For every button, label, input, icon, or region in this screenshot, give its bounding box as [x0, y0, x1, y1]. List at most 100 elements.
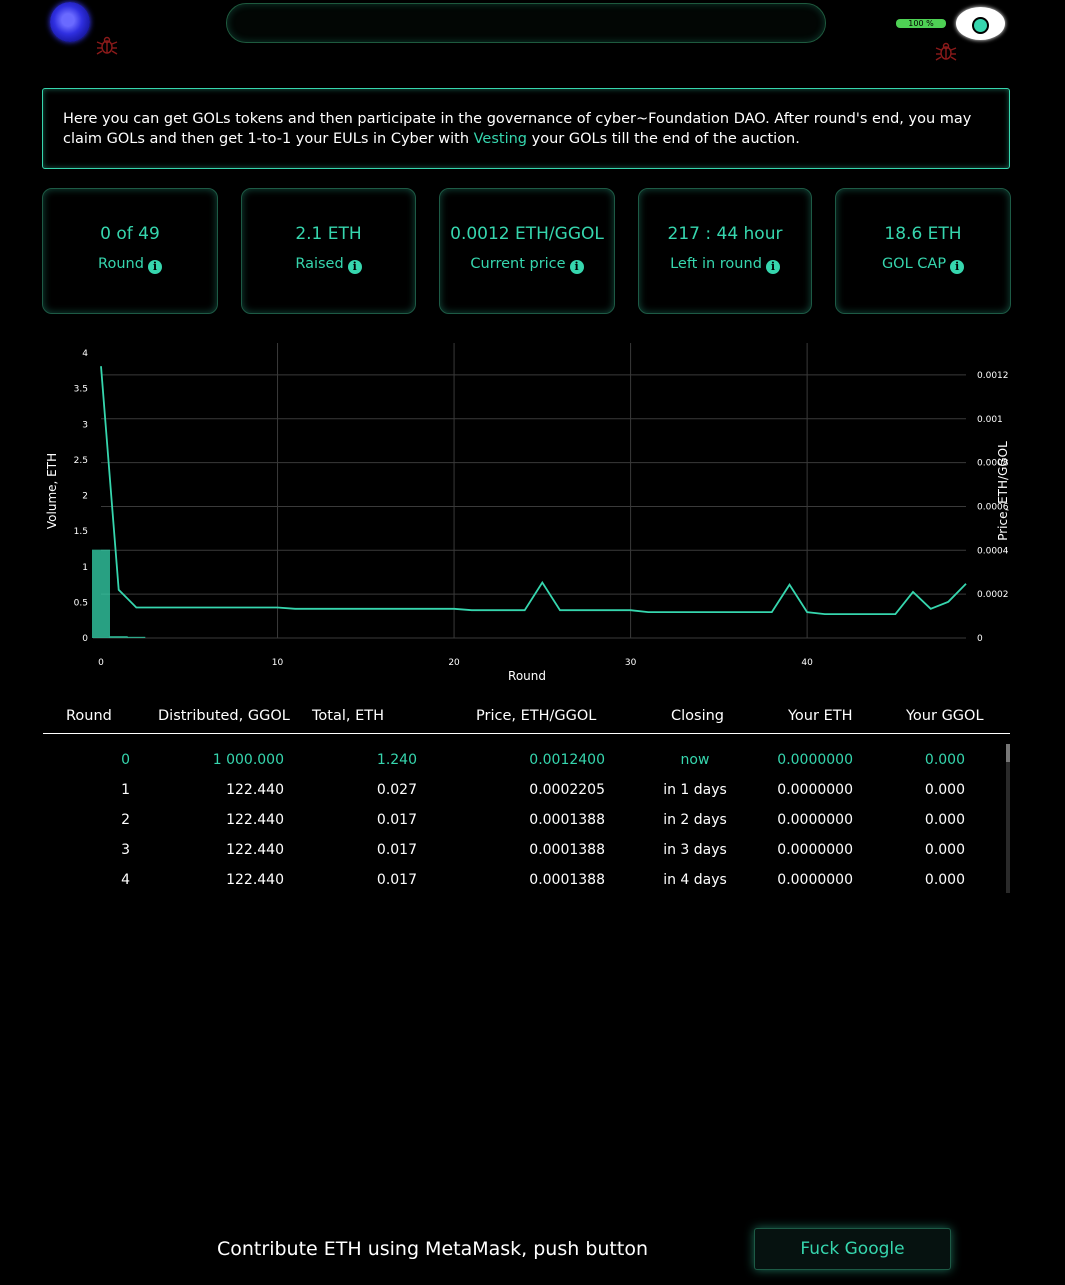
- y-right-tick-label: 0.0006: [977, 502, 1009, 512]
- stat-card-gol-cap: 18.6 ETH GOL CAP i: [835, 188, 1011, 314]
- info-icon[interactable]: i: [147, 260, 162, 274]
- table-cell: in 4 days: [663, 872, 727, 888]
- search-input[interactable]: [226, 3, 826, 43]
- chart-grid: [93, 343, 966, 639]
- table-row[interactable]: 0 1 000.000 1.240 0.0012400 now 0.0000000 0.00…: [43, 745, 1010, 775]
- table-cell: 1: [121, 782, 130, 798]
- price-line: [100, 366, 967, 615]
- y-left-tick-label: 4: [82, 349, 88, 359]
- battery-fill: [896, 19, 946, 28]
- table-cell: 0.000: [924, 872, 965, 888]
- volume-bars: [92, 549, 146, 638]
- table-cell: 0.0001388: [529, 812, 605, 828]
- volume-bar: [109, 636, 128, 638]
- table-row[interactable]: 4 122.440 0.017 0.0001388 in 4 days 0.0000000…: [43, 865, 1010, 895]
- col-your-ggol[interactable]: Your GGOL: [906, 708, 984, 724]
- y-left-tick-label: 3: [82, 420, 88, 430]
- stat-card-current-price: 0.0012 ETH/GGOL Current price i: [439, 188, 615, 314]
- table-cell: 0.000: [924, 782, 965, 798]
- table-cell: 0.0000000: [777, 872, 853, 888]
- stat-label: Raised: [295, 256, 344, 272]
- y-right-tick-label: 0.0004: [977, 546, 1009, 556]
- table-cell: in 3 days: [663, 842, 727, 858]
- stat-card-round: 0 of 49 Round i: [42, 188, 218, 314]
- table-scroll-thumb[interactable]: [1006, 744, 1010, 762]
- info-icon[interactable]: i: [569, 260, 584, 274]
- table-cell: 2: [121, 812, 130, 828]
- table-cell: 4: [121, 872, 130, 888]
- info-icon[interactable]: i: [347, 260, 362, 274]
- cta-button[interactable]: Fuck Google: [754, 1228, 951, 1270]
- table-cell: 0.0002205: [529, 782, 605, 798]
- y-left-tick-label: 2.5: [74, 456, 88, 466]
- y-axis-right-title: Price, ETH/GGOL: [996, 441, 1010, 541]
- table-cell: now: [680, 752, 710, 768]
- table-cell: 1 000.000: [212, 752, 284, 768]
- info-icon[interactable]: i: [765, 260, 780, 274]
- volume-bar: [92, 549, 110, 638]
- stat-value: 217 : 44 hour: [667, 224, 783, 244]
- y-left-tick-label: 1.5: [74, 527, 88, 537]
- table-cell: 0.000: [924, 812, 965, 828]
- table-cell: 0.0012400: [529, 752, 605, 768]
- table-cell: 0.0001388: [529, 872, 605, 888]
- table-scrollbar[interactable]: [1006, 744, 1010, 893]
- stat-label: Left in round: [670, 256, 762, 272]
- x-tick-label: 30: [625, 658, 637, 668]
- table-cell: 0.017: [376, 872, 417, 888]
- bug-icon[interactable]: [96, 34, 118, 56]
- battery-bar[interactable]: [896, 19, 946, 28]
- table-cell: 3: [121, 842, 130, 858]
- info-icon[interactable]: i: [950, 260, 965, 274]
- col-closing[interactable]: Closing: [671, 708, 725, 724]
- intro-text-before: Here you can get GOLs tokens and then pa…: [63, 111, 972, 147]
- table-cell: in 1 days: [663, 782, 727, 798]
- table-cell: 122.440: [226, 782, 284, 798]
- table-cell: 0.0001388: [529, 842, 605, 858]
- y-left-tick-label: 0: [82, 634, 88, 644]
- x-tick-label: 20: [448, 658, 460, 668]
- x-tick-label: 10: [272, 658, 284, 668]
- y-right-tick-label: 0: [977, 634, 983, 644]
- y-left-tick-label: 3.5: [74, 385, 88, 395]
- vesting-link[interactable]: Vesting: [473, 131, 528, 147]
- intro-text-after: your GOLs till the end of the auction.: [527, 131, 800, 147]
- stat-value: 0.0012 ETH/GGOL: [450, 224, 604, 244]
- stat-label: GOL CAP: [881, 256, 947, 272]
- y-axis-left-title: Volume, ETH: [45, 453, 59, 529]
- stat-card-raised: 2.1 ETH Raised i: [241, 188, 416, 314]
- table-cell: 0.0000000: [777, 782, 853, 798]
- stat-label: Round: [98, 256, 144, 272]
- battery-label: 100 %: [908, 19, 934, 28]
- col-your-eth[interactable]: Your ETH: [788, 708, 853, 724]
- table-cell: 0.017: [376, 842, 417, 858]
- table-cell: 0.0000000: [777, 842, 853, 858]
- table-row[interactable]: 2 122.440 0.017 0.0001388 in 2 days 0.0000000…: [43, 805, 1010, 835]
- table-cell: 0.027: [376, 782, 417, 798]
- contribute-text: Contribute ETH using MetaMask, push butt…: [217, 1238, 648, 1260]
- col-total[interactable]: Total, ETH: [312, 708, 385, 724]
- col-round[interactable]: Round: [66, 708, 112, 724]
- eye-pupil-icon: [972, 17, 989, 34]
- table-row[interactable]: 1 122.440 0.027 0.0002205 in 1 days 0.0000000…: [43, 775, 1010, 805]
- table-cell: 0.0000000: [777, 752, 853, 768]
- table-row[interactable]: 3 122.440 0.017 0.0001388 in 3 days 0.0000000…: [43, 835, 1010, 865]
- y-left-tick-label: 0.5: [74, 598, 88, 608]
- col-distributed[interactable]: Distributed, GGOL: [158, 708, 290, 724]
- y-right-tick-label: 0.001: [977, 415, 1003, 425]
- volume-bar: [127, 636, 146, 638]
- col-price[interactable]: Price, ETH/GGOL: [476, 708, 597, 724]
- table-cell: 1.240: [376, 752, 417, 768]
- table-cell: 0.000: [924, 752, 965, 768]
- table-cell: 122.440: [226, 842, 284, 858]
- stat-label: Current price: [470, 256, 566, 272]
- x-tick-label: 40: [801, 658, 813, 668]
- stat-value: 18.6 ETH: [884, 224, 962, 244]
- stat-value: 2.1 ETH: [295, 224, 362, 244]
- bug-icon[interactable]: [935, 40, 957, 62]
- y-right-tick-label: 0.0012: [977, 371, 1009, 381]
- table-cell: 0.0000000: [777, 812, 853, 828]
- cyber-logo-icon[interactable]: [50, 2, 90, 42]
- table-cell: 0: [121, 752, 130, 768]
- table-cell: in 2 days: [663, 812, 727, 828]
